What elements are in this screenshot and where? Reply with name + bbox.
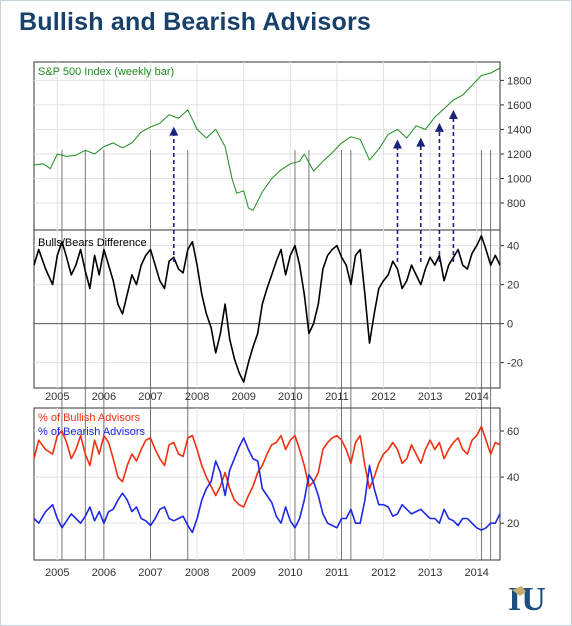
grid-layer bbox=[34, 62, 504, 560]
bearish-line bbox=[33, 437, 501, 534]
y-tick-label: 40 bbox=[507, 472, 519, 484]
x-tick-label: 2013 bbox=[418, 391, 442, 403]
x-tick-label: 2009 bbox=[231, 391, 255, 403]
y-tick-label: 1800 bbox=[507, 75, 531, 87]
y-tick-label: 40 bbox=[507, 241, 519, 253]
x-tick-label: 2014 bbox=[464, 391, 488, 403]
bulls-bears-panel bbox=[33, 229, 501, 389]
iu-logo: IU bbox=[508, 581, 546, 616]
y-tick-label: 1600 bbox=[507, 100, 531, 112]
arrow-head bbox=[169, 126, 179, 136]
legend-bullish: % of Bullish Advisors bbox=[38, 412, 141, 424]
y-tick-label: 1400 bbox=[507, 124, 531, 136]
series-layer bbox=[33, 67, 501, 534]
y-tick-label: 20 bbox=[507, 280, 519, 292]
x-tick-label: 2005 bbox=[45, 567, 69, 579]
x-tick-label: 2009 bbox=[231, 567, 255, 579]
sp500-title: S&P 500 Index (weekly bar) bbox=[38, 66, 174, 78]
x-tick-label: 2010 bbox=[278, 567, 302, 579]
bulls-bears-title: Bulls/Bears Difference bbox=[38, 237, 147, 249]
arrow-layer bbox=[169, 110, 458, 262]
x-tick-label: 2005 bbox=[45, 391, 69, 403]
bullish-line bbox=[33, 425, 501, 508]
vertical-marker-lines bbox=[61, 150, 492, 560]
iu-logo-letters: IU bbox=[508, 581, 546, 616]
y-tick-label: 800 bbox=[507, 198, 525, 210]
x-tick-label: 2011 bbox=[325, 567, 349, 579]
y-tick-label: 20 bbox=[507, 518, 519, 530]
y-tick-label: 0 bbox=[507, 319, 513, 331]
x-tick-label: 2006 bbox=[92, 391, 116, 403]
sp500-line bbox=[33, 67, 501, 211]
x-tick-label: 2011 bbox=[325, 391, 349, 403]
x-tick-label: 2012 bbox=[371, 567, 395, 579]
x-tick-label: 2008 bbox=[185, 391, 209, 403]
y-tick-label: 1000 bbox=[507, 173, 531, 185]
x-tick-label: 2010 bbox=[278, 391, 302, 403]
x-tick-label: 2008 bbox=[185, 567, 209, 579]
x-tick-label: 2013 bbox=[418, 567, 442, 579]
advisors-panel bbox=[33, 407, 501, 561]
arrow-head bbox=[448, 110, 458, 120]
arrow-head bbox=[392, 139, 402, 149]
x-tick-label: 2006 bbox=[92, 567, 116, 579]
bulls-bears-line bbox=[33, 235, 501, 383]
x-tick-label: 2012 bbox=[371, 391, 395, 403]
x-tick-label: 2007 bbox=[138, 567, 162, 579]
y-tick-label: -20 bbox=[507, 358, 523, 370]
y-tick-label: 60 bbox=[507, 426, 519, 438]
page-title: Bullish and Bearish Advisors bbox=[19, 8, 371, 36]
arrow-head bbox=[416, 137, 426, 147]
iu-logo-bull-icon bbox=[512, 586, 526, 596]
x-tick-label: 2014 bbox=[464, 567, 488, 579]
label-layer: 800 1000 1200 1400 1600 1800 -20 0 20 40 20 40 60 200… bbox=[45, 75, 531, 579]
x-tick-label: 2007 bbox=[138, 391, 162, 403]
arrow-head bbox=[434, 122, 444, 132]
y-tick-label: 1200 bbox=[507, 149, 531, 161]
legend-bearish: % of Bearish Advisors bbox=[38, 426, 145, 438]
